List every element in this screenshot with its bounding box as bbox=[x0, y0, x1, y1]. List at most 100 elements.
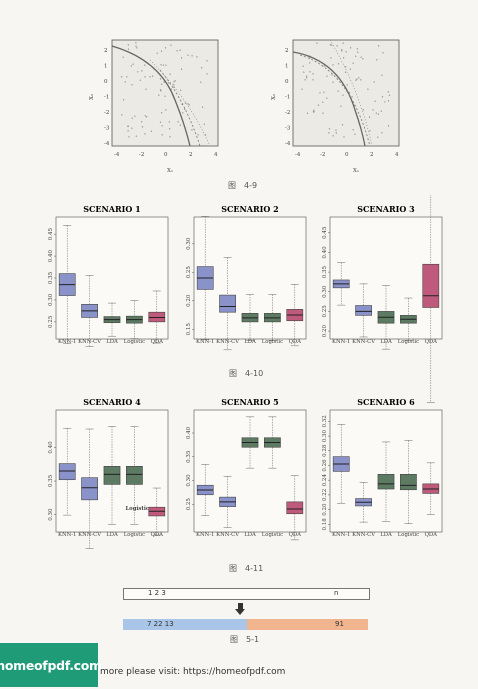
scatter-point: ° bbox=[156, 51, 158, 56]
scatter-point: ° bbox=[187, 102, 189, 107]
scatter-point: ° bbox=[135, 41, 137, 46]
scatter-point: ° bbox=[384, 100, 386, 105]
scatter-point: ° bbox=[309, 54, 311, 59]
scatter-point: ° bbox=[389, 94, 391, 99]
scatter-point: ° bbox=[343, 56, 345, 61]
scatter-point: ° bbox=[328, 127, 330, 132]
y-tick-label: 0.25 bbox=[322, 305, 328, 318]
scatter-point: ° bbox=[121, 113, 123, 118]
scatter-point: ° bbox=[169, 72, 171, 77]
box-QDA bbox=[422, 263, 440, 308]
category-label: KNN-CV bbox=[352, 339, 375, 345]
scatter-point: ° bbox=[168, 81, 170, 86]
scatter-point: ° bbox=[163, 80, 165, 85]
box-KNN-1 bbox=[58, 463, 76, 481]
category-label: QDA bbox=[425, 339, 438, 345]
category-label: QDA bbox=[151, 339, 164, 345]
y-tick-label: 0.25 bbox=[48, 315, 54, 328]
boxplot-6: SCENARIO 6 0.18 0.20 0.22 0.24 0.26 0.28 0.30 0.… bbox=[322, 397, 443, 538]
scatter-point: ° bbox=[161, 50, 163, 55]
scatter-point: ° bbox=[387, 90, 389, 95]
fig49-right-points: °°°°°°°°° °°°°°°°°°°°°°°°°°°°°°°°°°°°°°°°… bbox=[301, 41, 391, 140]
chart-title: SCENARIO 2 bbox=[221, 204, 278, 214]
category-label: KNN-1 bbox=[58, 532, 76, 538]
category-label: LDA bbox=[380, 532, 392, 538]
scatter-point: ° bbox=[127, 43, 129, 48]
scatter-point: ° bbox=[323, 64, 325, 69]
scatter-point: ° bbox=[372, 108, 374, 113]
scatter-point: ° bbox=[162, 63, 164, 68]
box-Logistic bbox=[400, 474, 417, 491]
scatter-point: ° bbox=[357, 50, 359, 55]
scatter-point: ° bbox=[141, 69, 143, 74]
scatter-point: ° bbox=[131, 116, 133, 121]
caption-fig-4-11: 图 4-11 bbox=[229, 564, 264, 573]
scatter-point: ° bbox=[313, 110, 315, 115]
scatter-point: ° bbox=[356, 47, 358, 52]
scatter-point: ° bbox=[367, 88, 369, 93]
scatter-point: ° bbox=[349, 68, 351, 73]
scatter-point: ° bbox=[332, 134, 334, 139]
scatter-point: ° bbox=[331, 44, 333, 49]
scatter-point: ° bbox=[160, 89, 162, 94]
box-KNN-CV bbox=[219, 294, 236, 313]
category-label: KNN-1 bbox=[196, 339, 214, 345]
scatter-point: ° bbox=[177, 120, 179, 125]
scatter-point: ° bbox=[136, 46, 138, 51]
scatter-point: ° bbox=[160, 77, 162, 82]
scatter-point: ° bbox=[123, 98, 125, 103]
category-label: LDA bbox=[106, 339, 118, 345]
category-label: QDA bbox=[151, 532, 164, 538]
scatter-point: ° bbox=[164, 94, 166, 99]
scatter-point: ° bbox=[356, 78, 358, 83]
scatter-point: ° bbox=[184, 107, 186, 112]
category-label: Logistic bbox=[398, 339, 419, 345]
scatter-point: ° bbox=[121, 75, 123, 80]
scatter-point: ° bbox=[328, 131, 330, 136]
scatter-point: ° bbox=[128, 135, 130, 140]
box-LDA bbox=[103, 466, 121, 485]
box-KNN-CV bbox=[81, 477, 98, 501]
category-label: QDA bbox=[289, 532, 302, 538]
scatter-point: ° bbox=[381, 74, 383, 79]
scatter-point: ° bbox=[197, 133, 199, 138]
box-Logistic bbox=[126, 466, 143, 485]
fig51-top-left-label: 1 2 3 bbox=[148, 589, 166, 597]
y-tick-label: 2 bbox=[285, 48, 289, 54]
fig49-left-panel bbox=[111, 39, 219, 147]
scatter-point: ° bbox=[360, 56, 362, 61]
y-tick-label: 0.32 bbox=[322, 415, 328, 427]
scatter-point: ° bbox=[179, 48, 181, 53]
scatter-point: ° bbox=[173, 83, 175, 88]
y-tick-label: 0.30 bbox=[186, 237, 192, 250]
scatter-point: ° bbox=[160, 63, 162, 68]
y-tick-label: 0 bbox=[104, 79, 108, 85]
scatter-point: ° bbox=[144, 75, 146, 80]
homeofpdf-logo[interactable]: homeofpdf.com bbox=[0, 643, 102, 687]
category-label: Logistic bbox=[398, 532, 419, 538]
y-tick-label: 0.40 bbox=[48, 249, 54, 262]
scatter-point: ° bbox=[377, 136, 379, 141]
scatter-point: ° bbox=[165, 108, 167, 113]
scatter-point: ° bbox=[122, 56, 124, 61]
chart-title: SCENARIO 6 bbox=[357, 397, 415, 407]
scatter-point: ° bbox=[304, 78, 306, 83]
scatter-point: ° bbox=[380, 110, 382, 115]
y-tick-label: 0.35 bbox=[48, 271, 54, 284]
scatter-point: ° bbox=[170, 87, 172, 92]
scatter-point: ° bbox=[159, 121, 161, 126]
scatter-point: ° bbox=[387, 124, 389, 129]
footer-link-text[interactable]: more please visit: https://homeofpdf.com bbox=[100, 667, 286, 677]
scatter-point: ° bbox=[329, 43, 331, 48]
scatter-point: ° bbox=[173, 86, 175, 91]
scatter-point: ° bbox=[322, 101, 324, 106]
scatter-point: ° bbox=[342, 41, 344, 46]
scatter-point: ° bbox=[188, 103, 190, 108]
scatter-point: ° bbox=[127, 129, 129, 134]
category-label: QDA bbox=[425, 532, 438, 538]
scatter-point: ° bbox=[196, 55, 198, 60]
scatter-point: ° bbox=[161, 83, 163, 88]
scatter-point: ° bbox=[130, 64, 132, 69]
y-tick-label: -4 bbox=[104, 141, 110, 147]
scatter-point: ° bbox=[332, 81, 334, 86]
